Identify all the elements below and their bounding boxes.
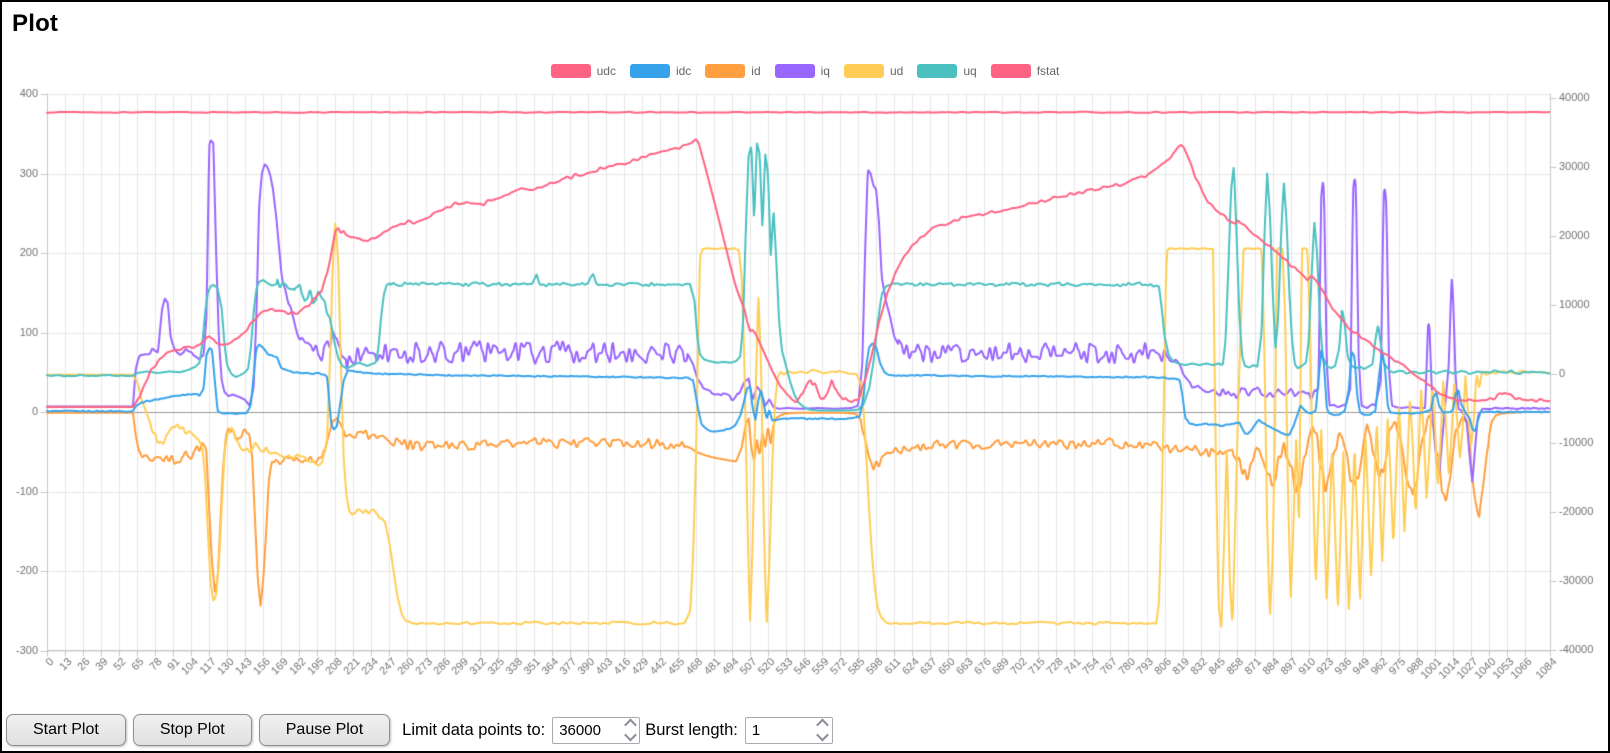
plot-canvas[interactable] <box>2 2 1608 702</box>
controls-bar: Start Plot Stop Plot Pause Plot Limit da… <box>6 714 833 746</box>
legend-label: iq <box>820 64 830 78</box>
legend-swatch <box>550 64 591 78</box>
burst-length-input[interactable] <box>745 717 814 743</box>
limit-data-points-input[interactable] <box>553 717 622 743</box>
pause-plot-button[interactable]: Pause Plot <box>258 714 391 746</box>
legend-item-id[interactable]: id <box>705 64 761 78</box>
chart-legend: udc idc id iq ud uq fstat <box>2 64 1608 78</box>
legend-item-udc[interactable]: udc <box>550 64 616 78</box>
legend-swatch <box>990 64 1031 78</box>
legend-swatch <box>705 64 746 78</box>
limit-spinner[interactable] <box>621 718 639 743</box>
legend-swatch <box>774 64 815 78</box>
spinner-down-icon[interactable] <box>623 728 637 742</box>
legend-label: fstat <box>1036 64 1060 78</box>
legend-item-idc[interactable]: idc <box>629 64 692 78</box>
legend-label: idc <box>675 64 692 78</box>
legend-label: uq <box>963 64 977 78</box>
legend-item-iq[interactable]: iq <box>774 64 830 78</box>
legend-label: udc <box>596 64 616 78</box>
legend-item-ud[interactable]: ud <box>843 64 904 78</box>
legend-item-uq[interactable]: uq <box>917 64 977 78</box>
legend-swatch <box>917 64 958 78</box>
legend-item-fstat[interactable]: fstat <box>990 64 1060 78</box>
burst-length-label: Burst length: <box>645 720 738 739</box>
limit-data-points-label: Limit data points to: <box>402 720 546 739</box>
burst-spinner[interactable] <box>814 718 832 743</box>
start-plot-button[interactable]: Start Plot <box>6 714 126 746</box>
legend-label: id <box>751 64 761 78</box>
legend-label: ud <box>889 64 904 78</box>
stop-plot-button[interactable]: Stop Plot <box>132 714 252 746</box>
legend-swatch <box>843 64 884 78</box>
spinner-down-icon[interactable] <box>816 728 830 742</box>
burst-length-field <box>744 716 833 744</box>
legend-swatch <box>629 64 670 78</box>
limit-data-points-field <box>552 716 641 744</box>
